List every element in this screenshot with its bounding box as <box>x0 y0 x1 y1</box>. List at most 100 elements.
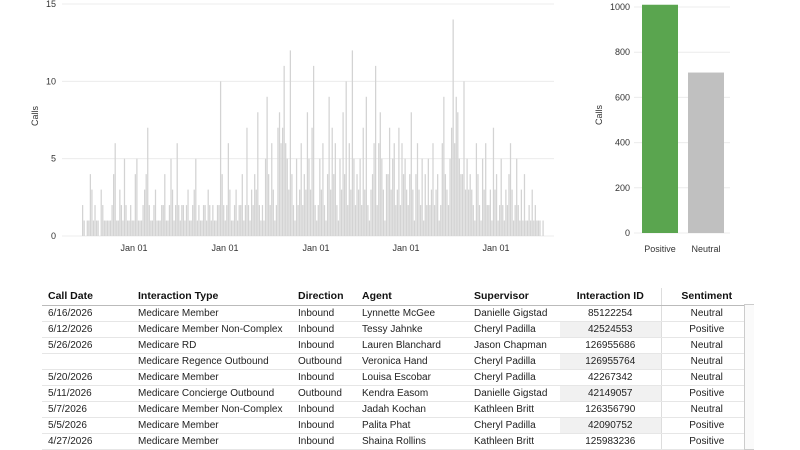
calls-bar[interactable] <box>250 189 253 236</box>
calls-bar[interactable] <box>277 127 279 236</box>
calls-bar[interactable] <box>213 220 216 236</box>
calls-bar[interactable] <box>139 220 141 236</box>
calls-bar[interactable] <box>534 205 536 236</box>
calls-bar[interactable] <box>537 220 540 236</box>
calls-bar[interactable] <box>333 174 335 236</box>
calls-bar[interactable] <box>362 127 364 236</box>
calls-bar[interactable] <box>402 174 405 236</box>
calls-bar[interactable] <box>432 143 434 236</box>
calls-bar[interactable] <box>446 189 448 236</box>
calls-bar[interactable] <box>466 158 468 236</box>
calls-bar[interactable] <box>145 174 147 236</box>
calls-bar[interactable] <box>325 220 327 236</box>
calls-bar[interactable] <box>421 158 423 236</box>
calls-bar[interactable] <box>161 205 163 236</box>
calls-bar[interactable] <box>536 220 538 236</box>
calls-bar[interactable] <box>331 127 333 236</box>
calls-bar[interactable] <box>416 143 419 236</box>
calls-bar[interactable] <box>286 158 288 236</box>
calls-bar[interactable] <box>83 220 85 236</box>
calls-bar[interactable] <box>244 205 247 236</box>
calls-bar[interactable] <box>530 220 532 236</box>
calls-bar[interactable] <box>316 220 318 236</box>
calls-bar[interactable] <box>97 220 99 236</box>
calls-bar[interactable] <box>406 189 408 236</box>
calls-bar[interactable] <box>142 205 144 236</box>
column-header-interaction-id[interactable]: Interaction ID <box>560 288 661 306</box>
calls-bar[interactable] <box>494 189 496 236</box>
calls-bar[interactable] <box>336 205 338 236</box>
calls-bar[interactable] <box>108 220 110 236</box>
calls-bar[interactable] <box>202 205 205 236</box>
calls-bar[interactable] <box>103 220 105 236</box>
calls-bar[interactable] <box>376 205 378 236</box>
calls-bar[interactable] <box>525 220 527 236</box>
calls-bar[interactable] <box>443 96 445 236</box>
calls-bar[interactable] <box>268 174 270 236</box>
calls-bar[interactable] <box>140 220 143 236</box>
calls-bar[interactable] <box>114 143 116 236</box>
calls-bar[interactable] <box>489 189 491 236</box>
calls-bar[interactable] <box>154 189 157 236</box>
calls-bar[interactable] <box>193 189 195 236</box>
calls-bar[interactable] <box>89 174 91 236</box>
calls-bar[interactable] <box>441 143 443 236</box>
table-row[interactable]: 5/26/2026 Medicare RD Inbound Lauren Blanch… <box>42 337 752 354</box>
calls-bar[interactable] <box>209 205 211 236</box>
calls-bar[interactable] <box>356 174 358 236</box>
calls-bar[interactable] <box>458 158 460 236</box>
calls-bar[interactable] <box>382 189 385 236</box>
calls-bar[interactable] <box>326 174 329 236</box>
calls-bar[interactable] <box>206 220 208 236</box>
calls-bar[interactable] <box>334 143 336 236</box>
calls-bar[interactable] <box>375 65 377 237</box>
column-header-supervisor[interactable]: Supervisor <box>468 288 560 306</box>
calls-bar[interactable] <box>113 174 115 236</box>
calls-bar[interactable] <box>173 220 175 236</box>
calls-bar[interactable] <box>435 189 437 236</box>
calls-bar[interactable] <box>419 205 422 236</box>
calls-bar[interactable] <box>354 205 357 236</box>
calls-bar[interactable] <box>305 189 307 236</box>
calls-bar[interactable] <box>171 189 174 236</box>
calls-bar[interactable] <box>311 127 313 236</box>
calls-bar[interactable] <box>455 96 457 236</box>
calls-bar[interactable] <box>302 205 304 236</box>
calls-bar[interactable] <box>407 205 409 236</box>
column-header-sentiment[interactable]: Sentiment <box>660 288 752 306</box>
table-scrollbar[interactable] <box>744 304 754 450</box>
calls-bar[interactable] <box>371 174 374 236</box>
calls-bar[interactable] <box>523 174 526 236</box>
calls-bar[interactable] <box>223 205 225 236</box>
calls-bar[interactable] <box>258 205 260 236</box>
calls-bar[interactable] <box>235 189 237 236</box>
calls-bar[interactable] <box>309 189 312 236</box>
calls-bar[interactable] <box>134 174 136 236</box>
calls-bar[interactable] <box>133 220 135 236</box>
calls-bar[interactable] <box>212 205 214 236</box>
calls-bar[interactable] <box>291 174 293 236</box>
calls-bar[interactable] <box>373 143 375 236</box>
calls-bar[interactable] <box>126 220 129 236</box>
calls-bar[interactable] <box>188 220 191 236</box>
calls-bar[interactable] <box>246 127 248 236</box>
calls-bar[interactable] <box>323 205 326 236</box>
calls-bar[interactable] <box>275 205 278 236</box>
calls-bar[interactable] <box>447 205 450 236</box>
calls-bar[interactable] <box>475 143 478 236</box>
calls-bar[interactable] <box>184 220 186 236</box>
calls-bar[interactable] <box>119 189 121 236</box>
calls-bar[interactable] <box>347 205 349 236</box>
calls-bar[interactable] <box>410 112 412 236</box>
calls-bar[interactable] <box>503 220 505 236</box>
calls-bar[interactable] <box>157 220 160 236</box>
calls-bar[interactable] <box>526 220 529 236</box>
calls-bar[interactable] <box>179 220 181 236</box>
calls-bar[interactable] <box>120 205 123 236</box>
calls-bar[interactable] <box>230 220 233 236</box>
calls-bar[interactable] <box>299 189 301 236</box>
table-row[interactable]: 6/16/2026 Medicare Member Inbound Lynnette … <box>42 305 752 322</box>
calls-bar[interactable] <box>266 96 268 236</box>
calls-bar[interactable] <box>328 96 330 236</box>
table-row[interactable]: Medicare Regence Outbound Outbound Veronic… <box>42 353 752 370</box>
